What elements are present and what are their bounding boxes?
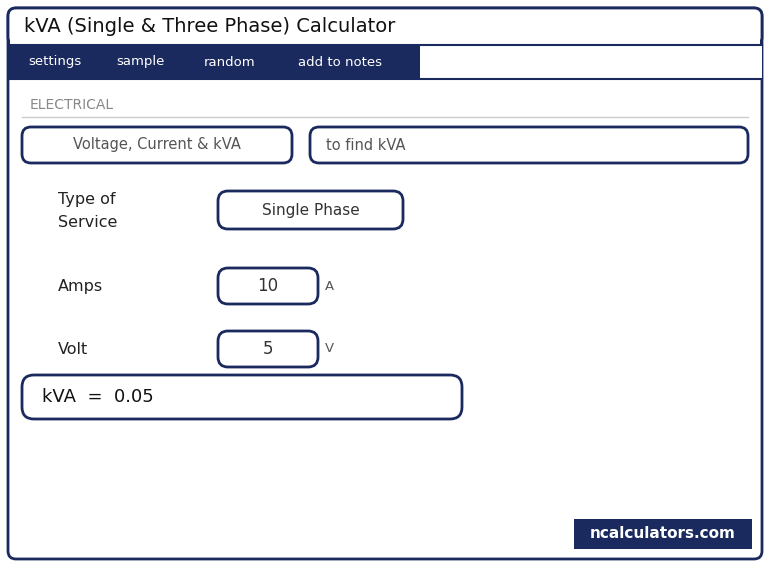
- Text: kVA (Single & Three Phase) Calculator: kVA (Single & Three Phase) Calculator: [24, 17, 395, 36]
- FancyBboxPatch shape: [218, 191, 403, 229]
- Text: V: V: [325, 342, 334, 356]
- FancyBboxPatch shape: [10, 27, 760, 45]
- FancyBboxPatch shape: [8, 8, 762, 45]
- FancyBboxPatch shape: [8, 45, 762, 79]
- Text: ELECTRICAL: ELECTRICAL: [30, 98, 114, 112]
- FancyBboxPatch shape: [22, 127, 292, 163]
- Text: random: random: [204, 56, 256, 69]
- Text: Volt: Volt: [58, 341, 89, 357]
- Text: add to notes: add to notes: [298, 56, 382, 69]
- Text: Amps: Amps: [58, 278, 103, 294]
- Text: A: A: [325, 280, 334, 293]
- FancyBboxPatch shape: [22, 375, 462, 419]
- Text: Type of
Service: Type of Service: [58, 192, 117, 230]
- Text: kVA  =  0.05: kVA = 0.05: [42, 388, 154, 406]
- Text: 5: 5: [263, 340, 273, 358]
- Text: ncalculators.com: ncalculators.com: [590, 527, 736, 541]
- FancyBboxPatch shape: [218, 268, 318, 304]
- Text: settings: settings: [28, 56, 82, 69]
- FancyBboxPatch shape: [420, 45, 762, 79]
- Text: Single Phase: Single Phase: [262, 202, 360, 218]
- FancyBboxPatch shape: [574, 519, 752, 549]
- FancyBboxPatch shape: [218, 331, 318, 367]
- Text: Voltage, Current & kVA: Voltage, Current & kVA: [73, 138, 241, 153]
- FancyBboxPatch shape: [8, 8, 762, 559]
- Text: 10: 10: [257, 277, 279, 295]
- Text: sample: sample: [116, 56, 164, 69]
- Text: to find kVA: to find kVA: [326, 138, 406, 153]
- FancyBboxPatch shape: [310, 127, 748, 163]
